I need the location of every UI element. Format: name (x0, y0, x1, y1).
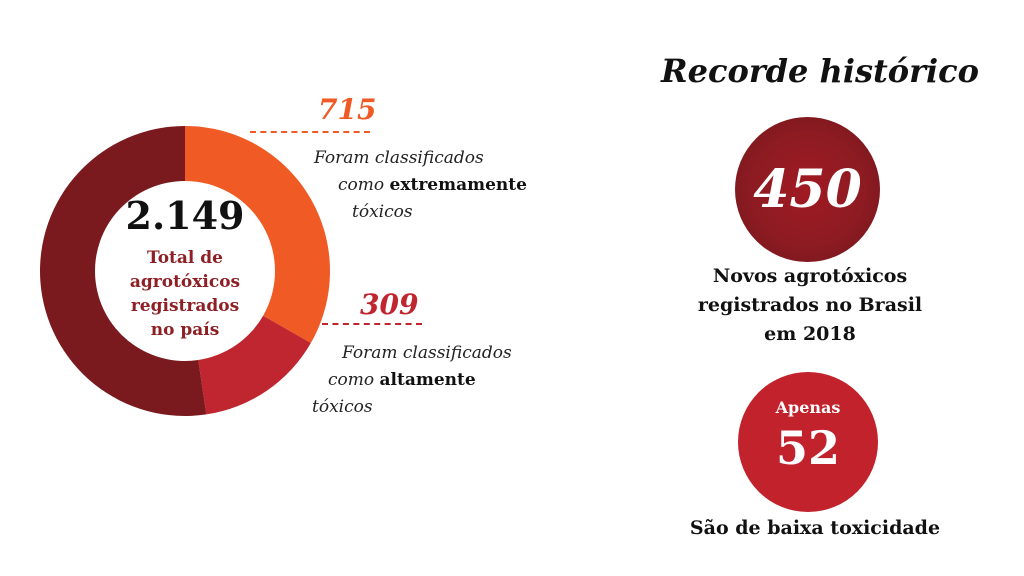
slice-text-line: tóxicos (352, 202, 413, 222)
record-circle: 450 (735, 117, 880, 262)
slice-text-line: como extremamente (314, 172, 527, 199)
slice-text-word: como (338, 175, 385, 195)
leader-line-715 (250, 131, 370, 133)
total-caption: Total de agrotóxicos registrados no país (95, 246, 275, 342)
low-toxicity-circle: Apenas 52 (738, 372, 878, 512)
low-toxicity-value: 52 (775, 421, 840, 475)
total-caption-line: agrotóxicos (129, 272, 241, 292)
slice-text-line: como altamente (328, 367, 512, 394)
total-caption-line: registrados (130, 296, 240, 316)
slice-text-line: Foram classificados (314, 148, 484, 168)
record-caption: Novos agrotóxicos registrados no Brasil … (660, 262, 960, 349)
record-caption-line: Novos agrotóxicos (712, 265, 908, 287)
total-caption-line: Total de (147, 248, 223, 268)
slice-text-line: Foram classificados (342, 343, 512, 363)
slice-text-line: tóxicos (312, 397, 373, 417)
donut-slice-309 (198, 315, 311, 415)
leader-line-309 (322, 323, 422, 325)
total-caption-line: no país (150, 320, 220, 340)
donut-slice-rest-2 (39, 126, 207, 416)
low-toxicity-caption: São de baixa toxicidade (689, 517, 941, 539)
total-value: 2.149 (125, 193, 245, 238)
panel-title: Recorde histórico (661, 52, 979, 90)
slice-value-309: 309 (360, 288, 419, 321)
slice-text-bold: altamente (379, 370, 476, 390)
slice-text-extremamente: Foram classificados como extremamente tó… (314, 145, 527, 226)
record-value: 450 (753, 159, 862, 220)
record-caption-line: em 2018 (764, 323, 856, 345)
slice-value-715: 715 (318, 93, 377, 126)
record-caption-line: registrados no Brasil (697, 294, 923, 316)
low-toxicity-prefix: Apenas (775, 398, 841, 417)
slice-text-altamente: Foram classificados como altamente tóxic… (312, 340, 512, 421)
donut-chart (39, 126, 330, 416)
slice-text-bold: extremamente (389, 175, 527, 195)
slice-text-word: como (328, 370, 375, 390)
donut-slice-715 (185, 126, 330, 344)
